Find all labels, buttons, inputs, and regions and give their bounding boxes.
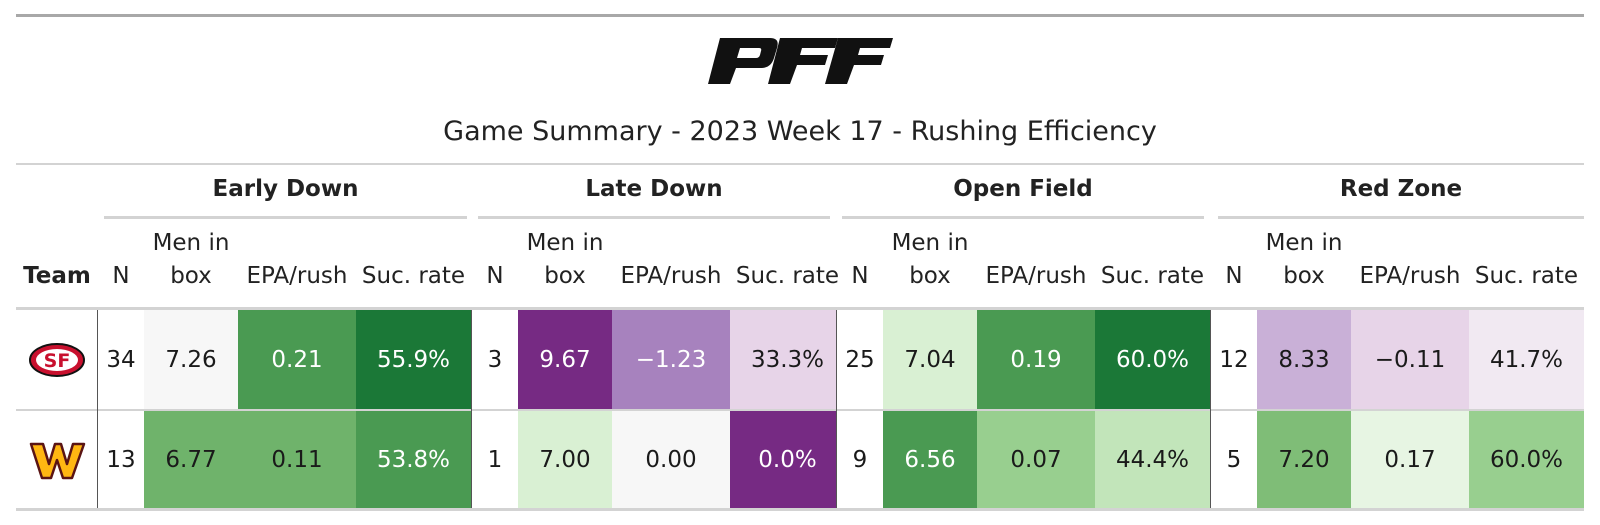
col-header-success-rate: Suc. rate	[1100, 263, 1205, 289]
col-header-success-rate: Suc. rate	[735, 263, 840, 289]
col-header-n: N	[1225, 263, 1243, 289]
col-header-men-in-box-line1: Men in	[526, 230, 604, 256]
col-header-men-in-box-line2: box	[1283, 263, 1325, 289]
table-row: 13 6.77 0.11 53.8% 1 7.00 0.00 0.0% 9 6.56 0.07 44.…	[16, 411, 1584, 508]
col-header-n: N	[486, 263, 504, 289]
col-header-men-in-box-line1: Men in	[1265, 230, 1343, 256]
svg-text:SF: SF	[44, 350, 71, 372]
group-early-down: Early Down	[212, 176, 359, 202]
group-line-open	[842, 216, 1204, 219]
col-header-men-in-box-line1: Men in	[152, 230, 230, 256]
table-row: SF 34 7.26 0.21 55.9% 3 9.67 −1.23 33.3% 25 7.04 0.…	[16, 310, 1584, 409]
group-red-zone: Red Zone	[1339, 176, 1463, 202]
table-cell-men: 7.26	[144, 310, 238, 409]
table-cell-men: 6.56	[883, 411, 977, 508]
table-cell-epa: 0.17	[1351, 411, 1469, 508]
title-rule	[16, 163, 1584, 165]
bottom-rule	[16, 508, 1584, 511]
table-cell-epa: −0.11	[1351, 310, 1469, 409]
table-cell-men: 7.00	[518, 411, 612, 508]
table-cell-epa: 0.07	[977, 411, 1095, 508]
table-title: Game Summary - 2023 Week 17 - Rushing Ef…	[443, 116, 1157, 147]
section-divider	[471, 310, 472, 508]
table-cell-n: 1	[472, 411, 518, 508]
table-cell-men: 9.67	[518, 310, 612, 409]
section-divider	[97, 310, 98, 508]
group-line-early	[104, 216, 467, 219]
group-line-late	[478, 216, 830, 219]
table-cell-n: 34	[98, 310, 144, 409]
section-divider	[1210, 310, 1211, 508]
col-header-success-rate: Suc. rate	[361, 263, 466, 289]
table-cell-epa: 0.11	[238, 411, 356, 508]
table-cell-suc: 33.3%	[730, 310, 845, 409]
table-cell-epa: 0.21	[238, 310, 356, 409]
table-cell-suc: 60.0%	[1095, 310, 1210, 409]
table-cell-n: 9	[837, 411, 883, 508]
col-header-n: N	[851, 263, 869, 289]
team-logo-cell	[16, 411, 98, 508]
table-cell-men: 7.04	[883, 310, 977, 409]
col-header-n: N	[112, 263, 130, 289]
table-cell-men: 6.77	[144, 411, 238, 508]
group-late-down: Late Down	[585, 176, 723, 202]
table-cell-n: 13	[98, 411, 144, 508]
table-cell-n: 12	[1211, 310, 1257, 409]
group-line-red	[1218, 216, 1584, 219]
table-cell-men: 7.20	[1257, 411, 1351, 508]
table-cell-suc: 53.8%	[356, 411, 471, 508]
commanders-logo	[29, 442, 86, 479]
table-cell-n: 5	[1211, 411, 1257, 508]
col-header-success-rate: Suc. rate	[1474, 263, 1579, 289]
table-cell-suc: 41.7%	[1469, 310, 1584, 409]
col-header-men-in-box-line2: box	[909, 263, 951, 289]
col-header-epa-rush: EPA/rush	[620, 263, 722, 289]
table-cell-suc: 55.9%	[356, 310, 471, 409]
table-cell-epa: 0.19	[977, 310, 1095, 409]
top-rule	[16, 14, 1584, 17]
49ers-logo: SF	[29, 342, 85, 377]
col-header-men-in-box-line1: Men in	[891, 230, 969, 256]
table-cell-suc: 60.0%	[1469, 411, 1584, 508]
row-separator	[16, 409, 1584, 411]
table-cell-n: 25	[837, 310, 883, 409]
table-cell-epa: 0.00	[612, 411, 730, 508]
col-header-men-in-box-line2: box	[544, 263, 586, 289]
col-header-epa-rush: EPA/rush	[1359, 263, 1461, 289]
table-cell-epa: −1.23	[612, 310, 730, 409]
group-open-field: Open Field	[953, 176, 1093, 202]
col-header-epa-rush: EPA/rush	[246, 263, 348, 289]
header-rule	[16, 307, 1584, 310]
table-cell-men: 8.33	[1257, 310, 1351, 409]
table-cell-suc: 44.4%	[1095, 411, 1210, 508]
table-cell-suc: 0.0%	[730, 411, 845, 508]
table-cell-n: 3	[472, 310, 518, 409]
col-header-epa-rush: EPA/rush	[985, 263, 1087, 289]
pff-logo	[708, 38, 893, 84]
col-header-men-in-box-line2: box	[170, 263, 212, 289]
col-header-team: Team	[23, 263, 91, 289]
section-divider	[836, 310, 837, 508]
team-logo-cell: SF	[16, 310, 98, 409]
